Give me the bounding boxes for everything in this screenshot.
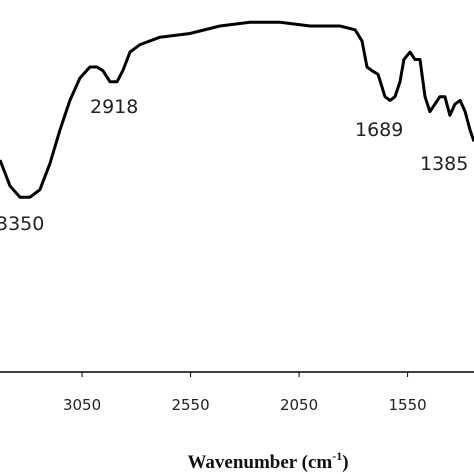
annotation: 3350 <box>0 213 44 235</box>
spectrum-line <box>0 20 474 199</box>
x-axis-title-part: ) <box>342 452 348 473</box>
annotation: 2918 <box>90 96 138 118</box>
x-tick-label: 2050 <box>280 396 318 414</box>
annotation: 1689 <box>355 119 403 141</box>
x-tick-label: 1550 <box>388 396 426 414</box>
x-tick-label: 3050 <box>63 396 101 414</box>
x-tick-label: 2550 <box>171 396 209 414</box>
x-axis-title-part: Wavenumber (cm <box>187 452 332 473</box>
x-axis-title: Wavenumber (cm-1) <box>187 449 348 473</box>
x-axis-title-sup: -1 <box>332 449 342 463</box>
annotation: 1385 <box>420 153 468 175</box>
